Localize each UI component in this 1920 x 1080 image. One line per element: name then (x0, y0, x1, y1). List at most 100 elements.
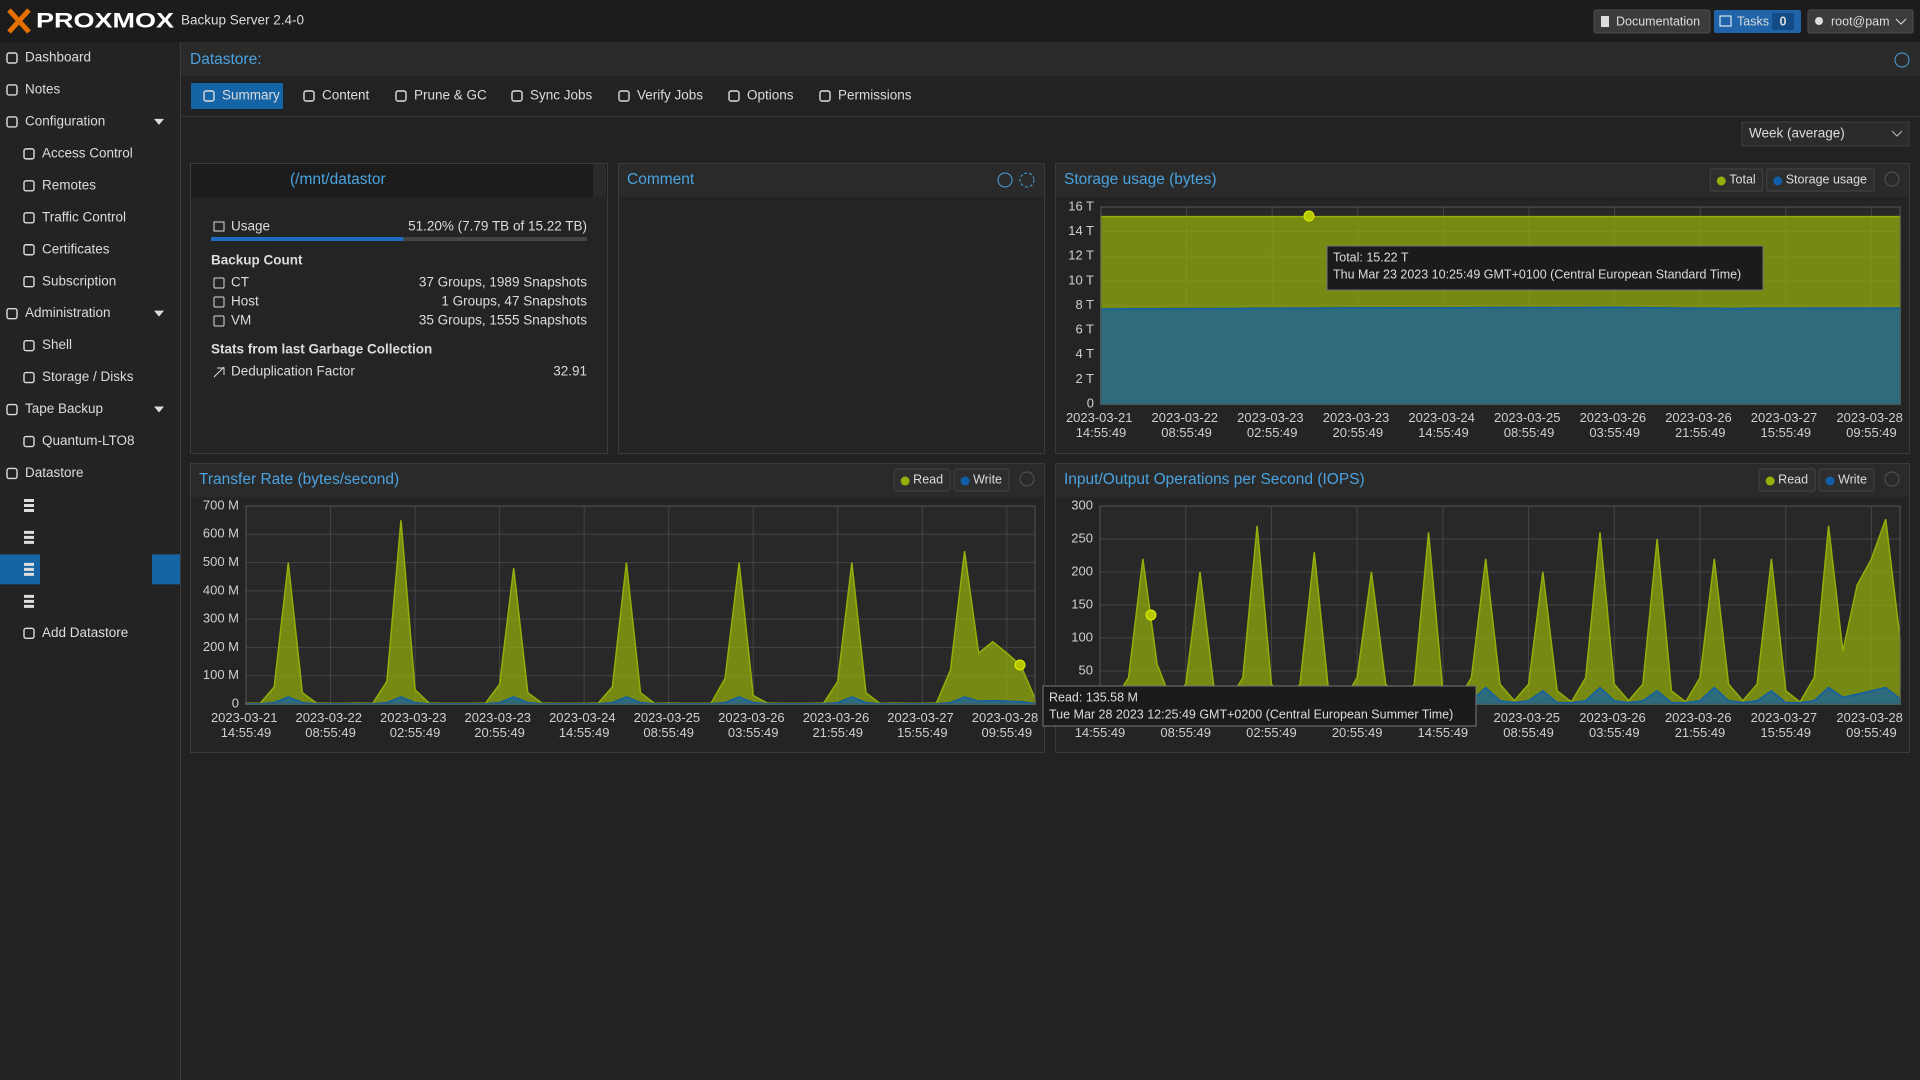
chart-tools[interactable] (1019, 471, 1035, 487)
datastore-icon[interactable] (24, 498, 34, 512)
y-tick-label: 14 T (1068, 223, 1094, 238)
nav-item[interactable]: Configuration (25, 113, 105, 128)
tab[interactable]: Summary (222, 88, 280, 103)
user-label[interactable]: root@pam (1831, 14, 1890, 28)
range-selector[interactable] (1741, 121, 1910, 147)
legend-button[interactable] (953, 468, 1010, 492)
product-name: Backup Server 2.4-0 (181, 13, 304, 28)
expand-arrow[interactable] (154, 406, 164, 413)
legend-label[interactable]: Write (973, 472, 1002, 486)
comment-edit[interactable] (1019, 172, 1035, 188)
comment-title: Comment (627, 171, 695, 188)
x-tick-label: 2023-03-25 08:55:49 (1494, 710, 1564, 740)
nav-item[interactable]: Datastore (25, 465, 84, 480)
row-value: 37 Groups, 1989 Snapshots (419, 275, 587, 290)
nav-item[interactable]: Certificates (42, 241, 110, 256)
tab[interactable]: Content (322, 88, 370, 103)
x-tick-label: 2023-03-25 08:55:49 (634, 710, 704, 740)
tab[interactable]: Options (747, 88, 794, 103)
chart-tools[interactable] (1884, 471, 1900, 487)
documentation-label[interactable]: Documentation (1616, 14, 1700, 28)
legend-button[interactable] (1758, 468, 1816, 492)
legend-marker (1825, 476, 1835, 486)
panel (190, 163, 608, 454)
legend-label[interactable]: Write (1838, 472, 1867, 486)
nav-item[interactable]: Tape Backup (25, 401, 103, 416)
usage-icon (213, 221, 225, 232)
nav-item[interactable]: Dashboard (25, 50, 91, 65)
tab[interactable]: Sync Jobs (530, 88, 593, 103)
y-tick-label: 100 M (203, 667, 239, 682)
x-tick-label: 2023-03-23 02:55:49 (1237, 410, 1307, 440)
nav-item[interactable]: Notes (25, 82, 61, 97)
expand-arrow[interactable] (154, 118, 164, 125)
datastore-icon[interactable] (24, 562, 34, 576)
brand: PROXMOX (36, 10, 174, 33)
tab-icon (618, 90, 630, 102)
nav-item[interactable]: Shell (42, 337, 72, 352)
chart-title: Transfer Rate (bytes/second) (199, 471, 399, 488)
expand-arrow[interactable] (154, 310, 164, 317)
chart-tools[interactable] (1884, 171, 1900, 187)
comment-help[interactable] (997, 172, 1013, 188)
legend-label[interactable]: Read (913, 472, 943, 486)
nav-icon (23, 627, 35, 639)
y-tick-label: 10 T (1068, 272, 1094, 287)
tab-selected[interactable] (191, 83, 283, 109)
tooltip (1042, 685, 1477, 727)
x-tick-label: 2023-03-24 14:55:49 (1408, 410, 1478, 440)
legend-label[interactable]: Storage usage (1786, 172, 1867, 186)
tasks-label[interactable]: Tasks (1737, 14, 1769, 28)
nav-icon (23, 244, 35, 256)
row-icon (213, 296, 225, 308)
y-tick-label: 150 (1071, 596, 1093, 611)
tab[interactable]: Permissions (838, 88, 912, 103)
tab-icon (303, 90, 315, 102)
legend-button[interactable] (893, 468, 951, 492)
hover-dot (1145, 609, 1157, 621)
usage-value: 51.20% (7.79 TB of 15.22 TB) (408, 219, 587, 234)
x-tick-label: 2023-03-26 21:55:49 (1665, 710, 1735, 740)
tooltip (1326, 245, 1764, 291)
legend-label[interactable]: Read (1778, 472, 1808, 486)
x-tick-label: 2023-03-27 15:55:49 (887, 710, 957, 740)
tab[interactable]: Prune & GC (414, 88, 487, 103)
legend-button[interactable] (1818, 468, 1875, 492)
nav-item[interactable]: Remotes (42, 177, 96, 192)
legend-button[interactable] (1709, 168, 1764, 192)
selected-row-edge (152, 554, 180, 585)
panel-header (191, 164, 607, 197)
nav-item[interactable]: Storage / Disks (42, 369, 134, 384)
x-tick-label: 2023-03-21 14:55:49 (211, 710, 281, 740)
legend-label[interactable]: Total (1729, 172, 1755, 186)
help-icon[interactable] (1894, 52, 1910, 68)
nav-item[interactable]: Add Datastore (42, 625, 128, 640)
nav-item[interactable]: Quantum-LTO8 (42, 433, 135, 448)
tab[interactable]: Verify Jobs (637, 88, 703, 103)
legend-marker (1716, 176, 1726, 186)
nav-item[interactable]: Access Control (42, 145, 133, 160)
legend-button[interactable] (1766, 168, 1875, 192)
range-selector-label[interactable]: Week (average) (1749, 126, 1845, 141)
datastore-icon[interactable] (24, 530, 34, 544)
legend-marker (1773, 176, 1783, 186)
area-series (1100, 306, 1901, 405)
panel-header-end (593, 164, 606, 197)
y-tick-label: 700 M (203, 497, 239, 512)
datastore-icon[interactable] (24, 594, 34, 608)
nav-item[interactable]: Subscription (42, 273, 116, 288)
logo-mark (7, 8, 31, 34)
tasks-icon (1719, 15, 1732, 27)
user-button[interactable] (1807, 9, 1914, 34)
nav-item[interactable]: Administration (25, 305, 111, 320)
documentation-button[interactable] (1593, 9, 1711, 34)
y-tick-label: 12 T (1068, 248, 1094, 263)
tasks-count-box (1772, 13, 1794, 30)
chart-title: Storage usage (bytes) (1064, 171, 1217, 188)
x-tick-label: 2023-03-23 20:55:49 (465, 710, 535, 740)
y-tick-label: 50 (1079, 662, 1093, 677)
nav-icon (23, 276, 35, 288)
nav-item[interactable]: Traffic Control (42, 209, 126, 224)
row-value: 35 Groups, 1555 Snapshots (419, 313, 587, 328)
x-tick-label: 2023-03-26 21:55:49 (1665, 410, 1735, 440)
